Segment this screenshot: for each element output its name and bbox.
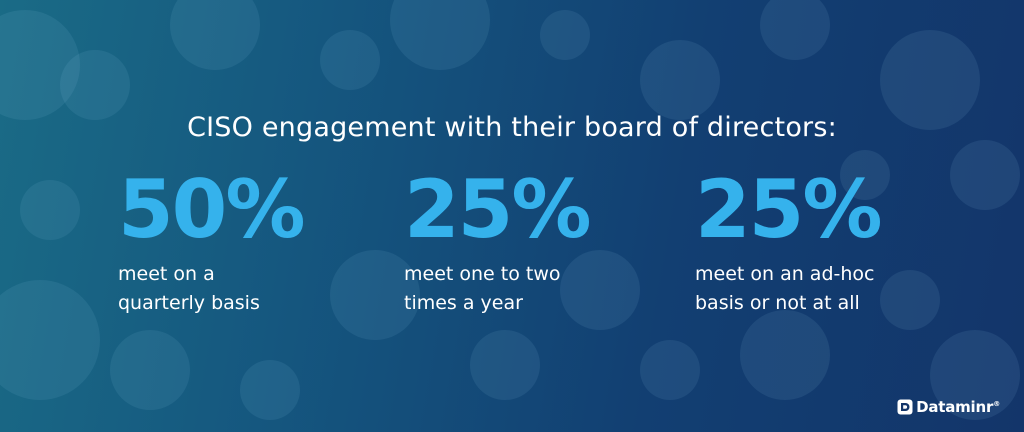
stat-one-to-two-times: 25% meet one to two times a year bbox=[404, 170, 684, 318]
stat-description: meet one to two times a year bbox=[404, 263, 561, 314]
dataminr-logo-icon bbox=[897, 399, 913, 415]
stat-quarterly: 50% meet on a quarterly basis bbox=[118, 170, 398, 318]
stat-description: meet on a quarterly basis bbox=[118, 263, 260, 314]
stat-value: 25% bbox=[695, 163, 882, 256]
dataminr-logo: Dataminr® bbox=[897, 398, 1000, 416]
stat-ad-hoc: 25% meet on an ad-hoc basis or not at al… bbox=[695, 170, 975, 318]
stat-value: 25% bbox=[404, 163, 591, 256]
stat-description: meet on an ad-hoc basis or not at all bbox=[695, 263, 875, 314]
dataminr-wordmark: Dataminr® bbox=[916, 398, 1000, 416]
headline: CISO engagement with their board of dire… bbox=[187, 112, 837, 144]
stat-value: 50% bbox=[118, 163, 305, 256]
